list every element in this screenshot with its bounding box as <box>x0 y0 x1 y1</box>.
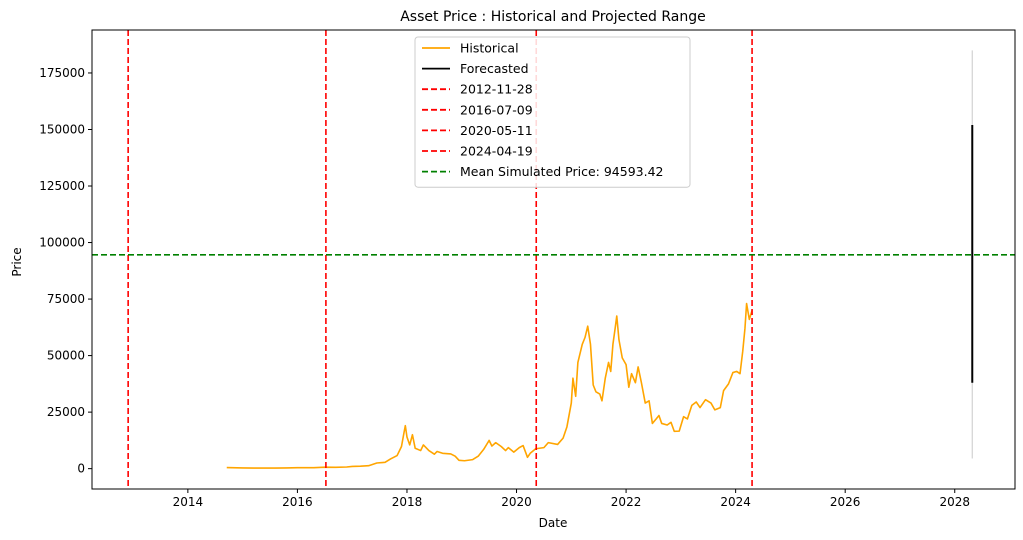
y-tick-label: 50000 <box>47 349 85 363</box>
x-tick-label: 2022 <box>611 495 642 509</box>
x-tick-label: 2016 <box>282 495 313 509</box>
historical-line <box>226 302 753 469</box>
y-tick-label: 150000 <box>39 122 85 136</box>
legend: Historical Forecasted 2012-11-28 2016-07-09… <box>414 36 691 188</box>
y-axis-label: Price <box>10 247 24 276</box>
legend-item-mean-price: Mean Simulated Price: 94593.42 <box>422 164 664 179</box>
legend-label: 2024-04-19 <box>460 144 533 159</box>
legend-label: Forecasted <box>460 61 529 76</box>
legend-box <box>414 36 691 188</box>
x-axis-label: Date <box>539 516 568 530</box>
y-tick-label: 125000 <box>39 179 85 193</box>
legend-item-halving: 2024-04-19 <box>422 144 533 159</box>
legend-label: 2012-11-28 <box>460 82 533 97</box>
axes-frame <box>91 29 1016 490</box>
legend-item-historical: Historical <box>422 41 519 56</box>
y-tick-label: 100000 <box>39 236 85 250</box>
x-tick-label: 2018 <box>392 495 423 509</box>
y-tick-label: 0 <box>77 462 85 476</box>
x-tick-label: 2028 <box>939 495 970 509</box>
y-tick-label: 25000 <box>47 405 85 419</box>
legend-label: 2016-07-09 <box>460 102 533 117</box>
x-tick-label: 2024 <box>720 495 751 509</box>
legend-item-forecasted: Forecasted <box>422 61 529 76</box>
chart-title: Asset Price : Historical and Projected R… <box>400 9 706 25</box>
x-tick-label: 2020 <box>501 495 532 509</box>
x-tick-label: 2014 <box>173 495 204 509</box>
legend-item-halving: 2020-05-11 <box>422 123 533 138</box>
legend-item-halving: 2016-07-09 <box>422 102 533 117</box>
legend-label: 2020-05-11 <box>460 123 533 138</box>
legend-item-halving: 2012-11-28 <box>422 82 533 97</box>
legend-label: Historical <box>460 41 519 56</box>
y-tick-label: 175000 <box>39 66 85 80</box>
axes: 2014 2016 2018 2020 2022 2024 2026 2028 0 25000 50… <box>39 29 1016 509</box>
legend-label: Mean Simulated Price: 94593.42 <box>460 164 664 179</box>
y-tick-label: 75000 <box>47 292 85 306</box>
x-tick-label: 2026 <box>830 495 861 509</box>
